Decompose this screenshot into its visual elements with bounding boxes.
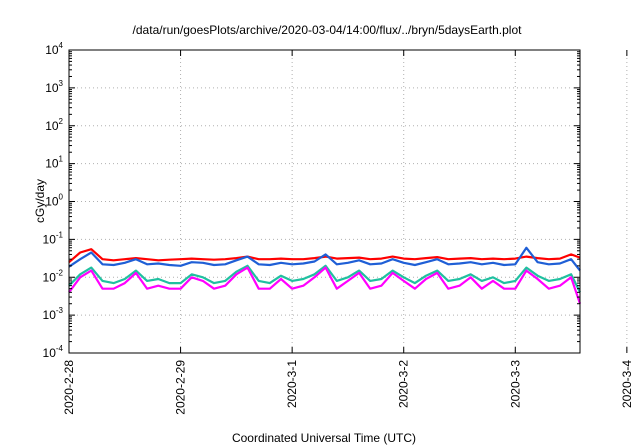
chart-title: /data/run/goesPlots/archive/2020-03-04/1… [133, 23, 523, 37]
series-line-4 [68, 266, 582, 305]
y-tick-label: 10-1 [43, 230, 64, 246]
series-line-3 [68, 264, 581, 293]
tick-marks [68, 49, 628, 354]
x-tick-label: 2020-3-4 [620, 360, 634, 408]
x-tick-label: 2020-2-29 [174, 360, 188, 415]
x-tick-label: 2020-3-1 [285, 360, 299, 408]
y-axis-label: cGy/day [33, 179, 47, 223]
x-tick-label: 2020-3-2 [397, 360, 411, 408]
y-tick-label: 100 [45, 193, 63, 209]
y-tick-label: 101 [45, 155, 63, 171]
series-group [68, 246, 582, 305]
y-tick-label: 103 [45, 79, 63, 95]
y-tick-label: 104 [45, 41, 63, 57]
x-tick-label: 2020-2-28 [62, 360, 76, 415]
x-tick-labels: 2020-2-28 2020-2-29 2020-3-1 2020-3-2 2020-3… [62, 360, 634, 415]
y-tick-label: 102 [45, 117, 63, 133]
grid-lines [69, 50, 628, 353]
series-line-1 [68, 248, 581, 264]
y-tick-labels: 10-4 10-3 10-2 10-1 100 101 102 103 104 [43, 41, 64, 360]
y-tick-label: 10-2 [43, 268, 64, 284]
x-tick-label: 2020-3-3 [508, 360, 522, 408]
y-tick-label: 10-4 [43, 344, 64, 360]
x-axis-label: Coordinated Universal Time (UTC) [232, 431, 416, 445]
y-tick-label: 10-3 [43, 306, 64, 322]
series-line-2 [68, 246, 581, 272]
